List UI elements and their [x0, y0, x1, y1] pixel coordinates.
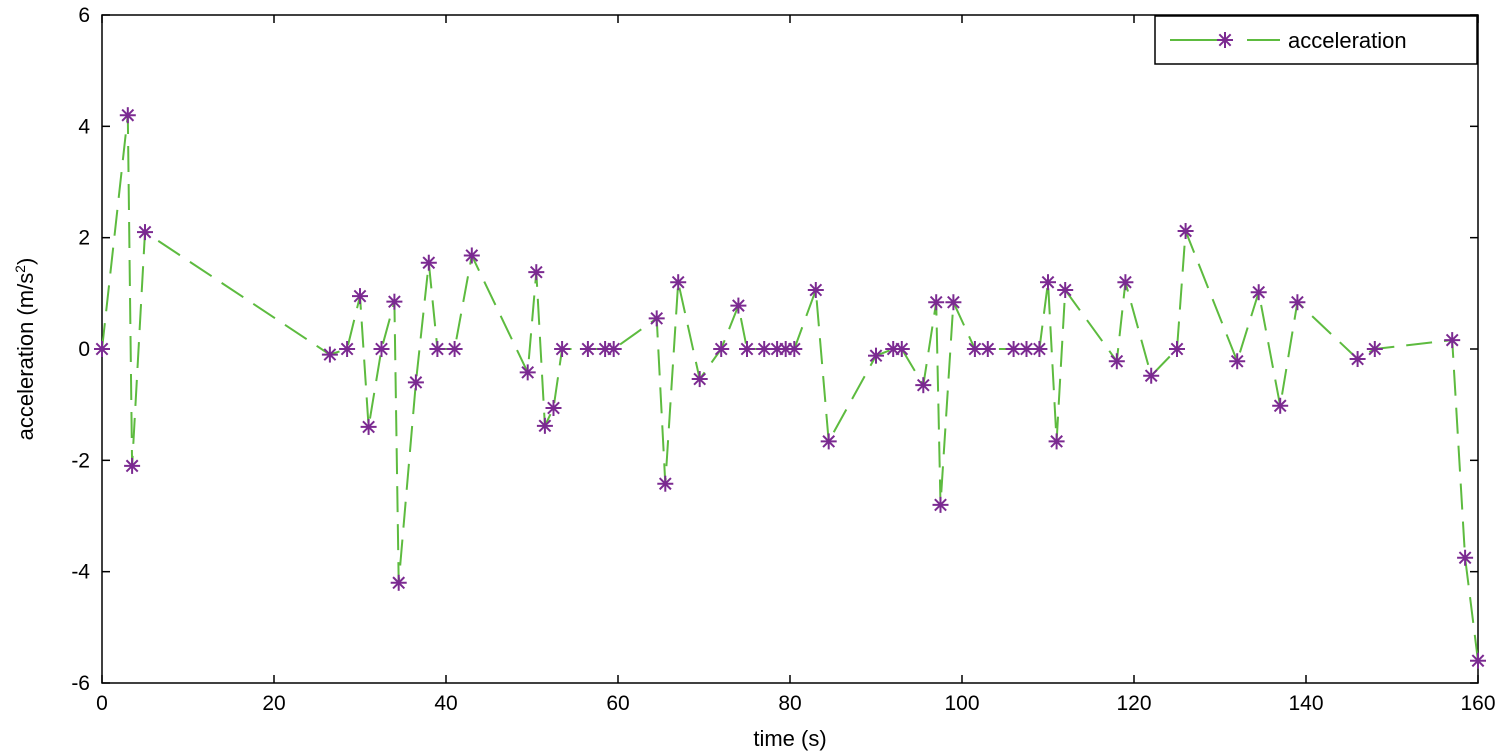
data-point	[1048, 433, 1065, 450]
data-point	[1117, 274, 1134, 291]
legend-label: acceleration	[1288, 28, 1407, 53]
data-point	[352, 288, 368, 305]
data-point	[868, 347, 884, 364]
y-tick-label: 2	[78, 227, 90, 250]
data-point	[1272, 397, 1289, 414]
data-point	[1349, 351, 1366, 368]
data-point	[137, 224, 153, 241]
data-point	[1289, 294, 1306, 311]
data-point	[915, 377, 932, 394]
data-point	[386, 293, 403, 310]
data-point	[463, 247, 480, 264]
data-point	[373, 341, 390, 357]
data-point	[321, 346, 338, 363]
data-point	[1040, 274, 1056, 291]
x-tick-label: 100	[944, 692, 979, 715]
data-point	[94, 341, 110, 357]
data-point	[429, 341, 446, 357]
data-point	[1250, 284, 1267, 301]
data-point	[407, 374, 424, 391]
series-layer	[94, 107, 1486, 669]
data-point	[420, 254, 437, 271]
x-tick-label: 80	[778, 692, 801, 715]
data-point	[1169, 341, 1185, 357]
data-point	[1057, 281, 1074, 298]
data-point	[390, 574, 407, 591]
y-tick-label: -6	[71, 672, 90, 695]
data-point	[928, 294, 945, 311]
data-point	[966, 341, 983, 357]
data-point	[932, 496, 949, 513]
data-point	[124, 457, 141, 474]
data-point	[528, 264, 545, 281]
data-point	[670, 274, 687, 291]
y-tick-label: -2	[71, 449, 90, 472]
series-markers-acceleration	[94, 107, 1486, 669]
legend-marker-star	[1217, 32, 1233, 48]
data-point	[893, 341, 910, 357]
x-tick-label: 160	[1460, 692, 1495, 715]
x-axis-label: time (s)	[753, 726, 826, 751]
data-point	[554, 341, 571, 357]
data-point	[1366, 341, 1383, 357]
data-point	[979, 341, 996, 357]
data-point	[786, 341, 803, 357]
data-point	[1229, 353, 1246, 370]
x-tick-label: 60	[606, 692, 629, 715]
data-point	[713, 341, 730, 357]
x-tick-label: 0	[96, 692, 108, 715]
x-tick-label: 140	[1288, 692, 1323, 715]
y-axis-label-tail: )	[13, 258, 38, 265]
data-point	[691, 371, 708, 388]
data-point	[446, 341, 463, 357]
y-tick-label: 4	[78, 115, 90, 138]
legend-marker	[1217, 32, 1233, 48]
data-point	[1177, 222, 1194, 239]
data-point	[945, 294, 962, 311]
data-point	[820, 433, 837, 450]
data-point	[579, 341, 596, 357]
data-point	[360, 418, 377, 435]
data-point	[739, 341, 755, 357]
data-point	[605, 341, 622, 357]
data-point	[1457, 549, 1474, 566]
y-axis-ticks: -6 -4 -2 0 2 4 6	[71, 4, 1478, 695]
y-axis-label-main: acceleration (m/s	[13, 273, 38, 441]
data-point	[339, 341, 356, 357]
data-point	[657, 475, 674, 492]
data-point	[119, 107, 136, 124]
y-tick-label: -4	[71, 561, 90, 584]
x-axis-ticks: 0 20 40 60 80 100 120 140 160	[96, 15, 1496, 715]
data-point	[730, 297, 747, 314]
x-tick-label: 120	[1116, 692, 1151, 715]
y-tick-label: 6	[78, 4, 90, 27]
data-point	[519, 364, 536, 381]
legend: acceleration	[1154, 15, 1478, 65]
data-point	[1444, 332, 1461, 349]
x-tick-label: 20	[262, 692, 285, 715]
data-point	[545, 400, 562, 417]
x-tick-label: 40	[434, 692, 457, 715]
data-point	[1108, 353, 1125, 370]
data-point	[1143, 367, 1160, 384]
data-point	[1470, 652, 1486, 669]
y-axis-label-superscript: 2	[12, 265, 28, 273]
data-point	[648, 310, 665, 327]
data-point	[536, 417, 553, 434]
data-point	[807, 281, 824, 298]
data-point	[1031, 341, 1048, 357]
y-tick-label: 0	[78, 338, 90, 361]
data-point	[756, 341, 773, 357]
y-axis-label: acceleration (m/s2)	[12, 258, 38, 441]
